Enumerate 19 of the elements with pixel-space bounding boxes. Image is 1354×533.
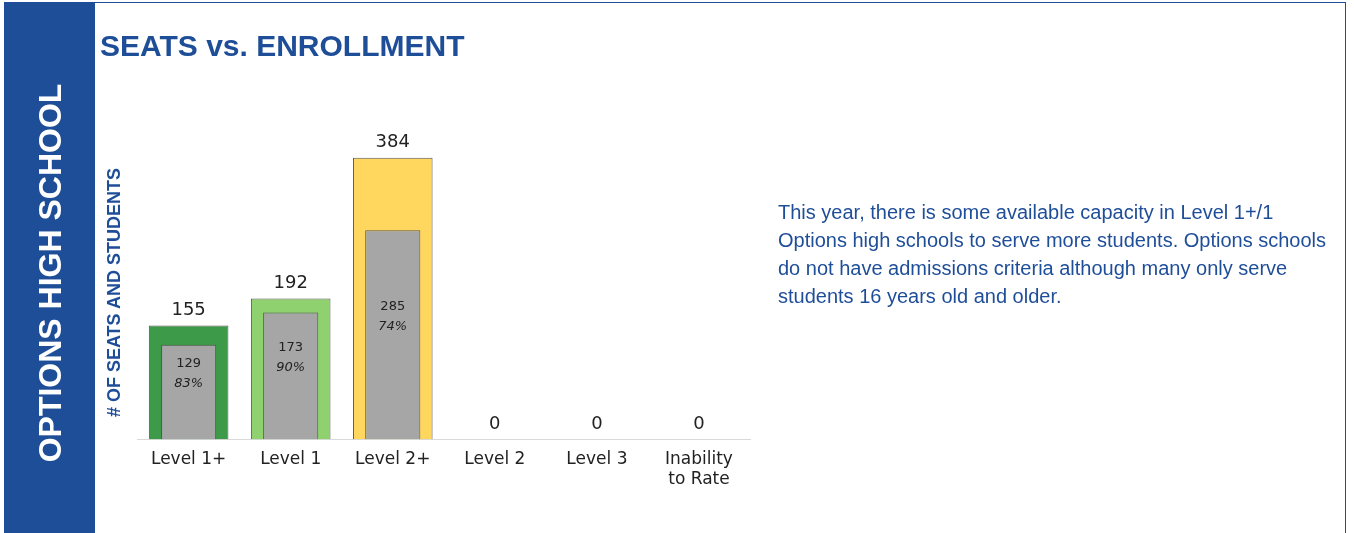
data-label: 155	[171, 298, 206, 320]
data-label: 129 83%	[174, 355, 204, 391]
y-axis-title: # OF SEATS AND STUDENTS	[103, 168, 124, 418]
data-label: 192	[273, 271, 308, 293]
x-tick-label: Level 1+	[150, 447, 227, 468]
data-label: 0	[693, 411, 705, 433]
data-label: 285 74%	[378, 298, 408, 334]
data-label: 173 90%	[276, 339, 306, 375]
x-tick-label: Level 2	[464, 447, 526, 468]
x-tick-label: Level 2+	[355, 447, 431, 468]
data-label: 384	[375, 130, 410, 152]
text: OPTIONS HIGH SCHOOL	[31, 83, 69, 463]
data-label: 0	[591, 411, 603, 433]
x-tick-label: Level 1	[260, 447, 322, 468]
text: This year, there is some available capacity in Level 1+/1 Options high schools to serve more students. Options schools do not have admissions criteria although many only serve students 16 years old and older.	[778, 200, 1328, 309]
x-tick-label: Inability to Rate	[665, 447, 733, 489]
x-tick-label: Level 3	[566, 447, 628, 468]
chart-title: SEATS vs. ENROLLMENT	[100, 29, 465, 63]
data-label: 0	[489, 411, 501, 433]
